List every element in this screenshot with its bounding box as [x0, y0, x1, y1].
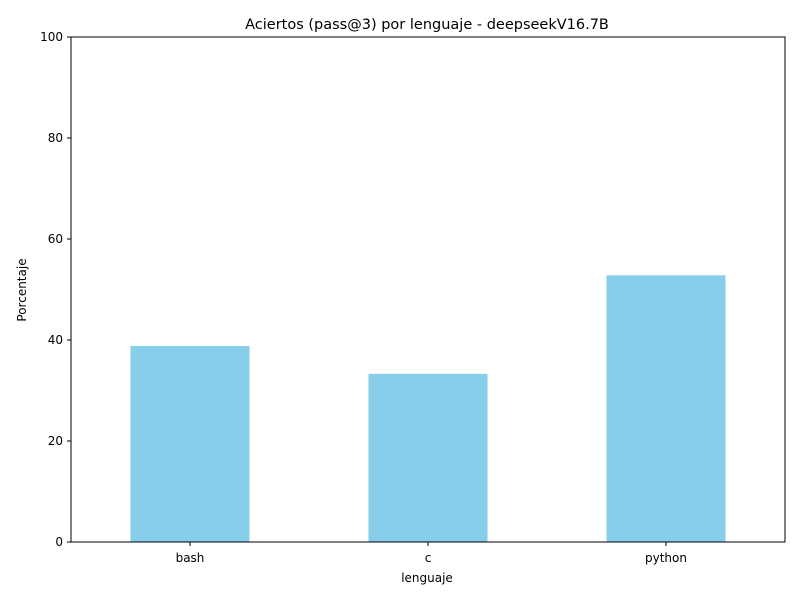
- bar-bash: [130, 346, 250, 542]
- x-tick-label: bash: [176, 551, 205, 565]
- x-tick-label: c: [425, 551, 432, 565]
- y-tick-label: 20: [48, 434, 63, 448]
- y-tick-label: 60: [48, 232, 63, 246]
- y-tick-label: 80: [48, 131, 63, 145]
- x-axis: bash c python: [176, 542, 687, 565]
- x-axis-label: lenguaje: [401, 571, 453, 585]
- y-axis-label: Porcentaje: [15, 258, 29, 321]
- chart-title: Aciertos (pass@3) por lenguaje - deepsee…: [245, 17, 609, 33]
- bar-c: [368, 373, 488, 542]
- y-tick-label: 40: [48, 333, 63, 347]
- y-tick-label: 100: [40, 30, 63, 44]
- y-tick-label: 0: [55, 535, 63, 549]
- x-tick-label: python: [645, 551, 687, 565]
- bars-group: [130, 275, 726, 542]
- bar-python: [606, 275, 726, 542]
- y-axis: 0 20 40 60 80 100: [40, 30, 71, 549]
